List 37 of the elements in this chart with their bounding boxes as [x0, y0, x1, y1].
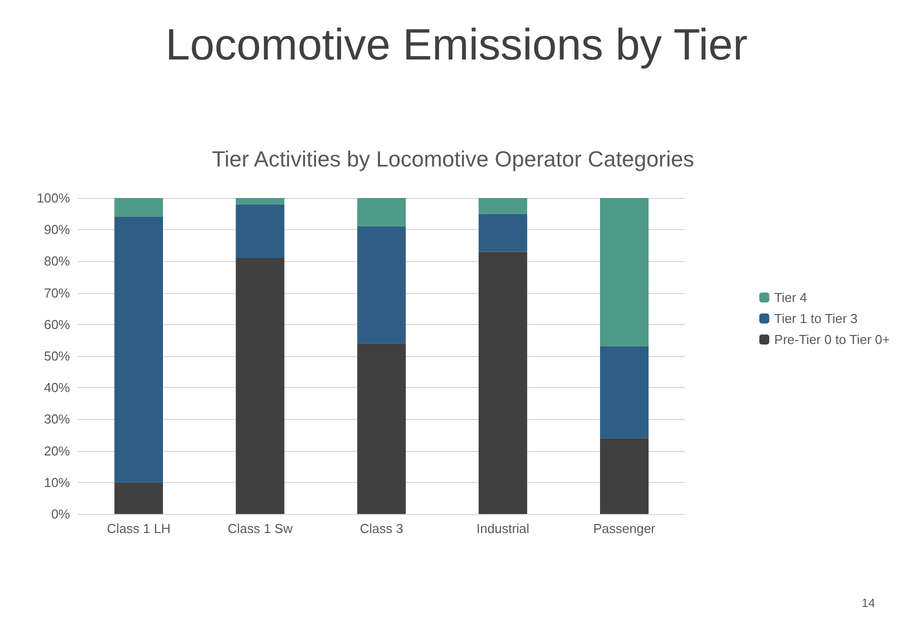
- bar: [600, 198, 649, 347]
- chart-subtitle: Tier Activities by Locomotive Operator Categories: [212, 146, 694, 172]
- y-tick-label: 10%: [44, 474, 70, 490]
- y-tick-label: 100%: [36, 190, 70, 206]
- y-tick-label: 80%: [44, 254, 70, 269]
- y-tick-label: 70%: [44, 285, 70, 300]
- legend-label: Tier 1 to Tier 3: [774, 311, 858, 326]
- bar: [478, 214, 528, 252]
- x-tick-label: Passenger: [593, 521, 656, 536]
- y-tick-label: 0%: [51, 506, 70, 522]
- bar: [114, 198, 163, 217]
- bar: [236, 198, 284, 204]
- bar: [236, 258, 284, 514]
- legend-label: Tier 4: [774, 290, 808, 305]
- x-tick-label: Industrial: [476, 521, 530, 536]
- bar: [600, 438, 649, 514]
- bar: [357, 226, 406, 344]
- bar: [600, 346, 649, 438]
- y-tick-label: 40%: [44, 380, 70, 396]
- y-tick-label: 90%: [44, 222, 70, 238]
- y-tick-label: 20%: [44, 443, 70, 458]
- bar: [357, 198, 406, 226]
- bar: [114, 482, 163, 514]
- legend-label: Pre-Tier 0 to Tier 0+: [774, 332, 890, 347]
- x-tick-label: Class 3: [360, 521, 404, 536]
- chart-title: Locomotive Emissions by Tier: [166, 20, 748, 70]
- y-tick-label: 50%: [44, 348, 70, 364]
- x-tick-label: Class 1 Sw: [228, 521, 294, 536]
- text: 14: [862, 596, 876, 610]
- bar: [357, 343, 406, 514]
- bar: [114, 216, 163, 482]
- bar: [236, 204, 284, 258]
- x-tick-label: Class 1 LH: [106, 521, 170, 536]
- y-tick-label: 30%: [44, 412, 70, 427]
- bar: [478, 198, 528, 214]
- bar: [478, 252, 528, 514]
- y-tick-label: 60%: [44, 316, 70, 332]
